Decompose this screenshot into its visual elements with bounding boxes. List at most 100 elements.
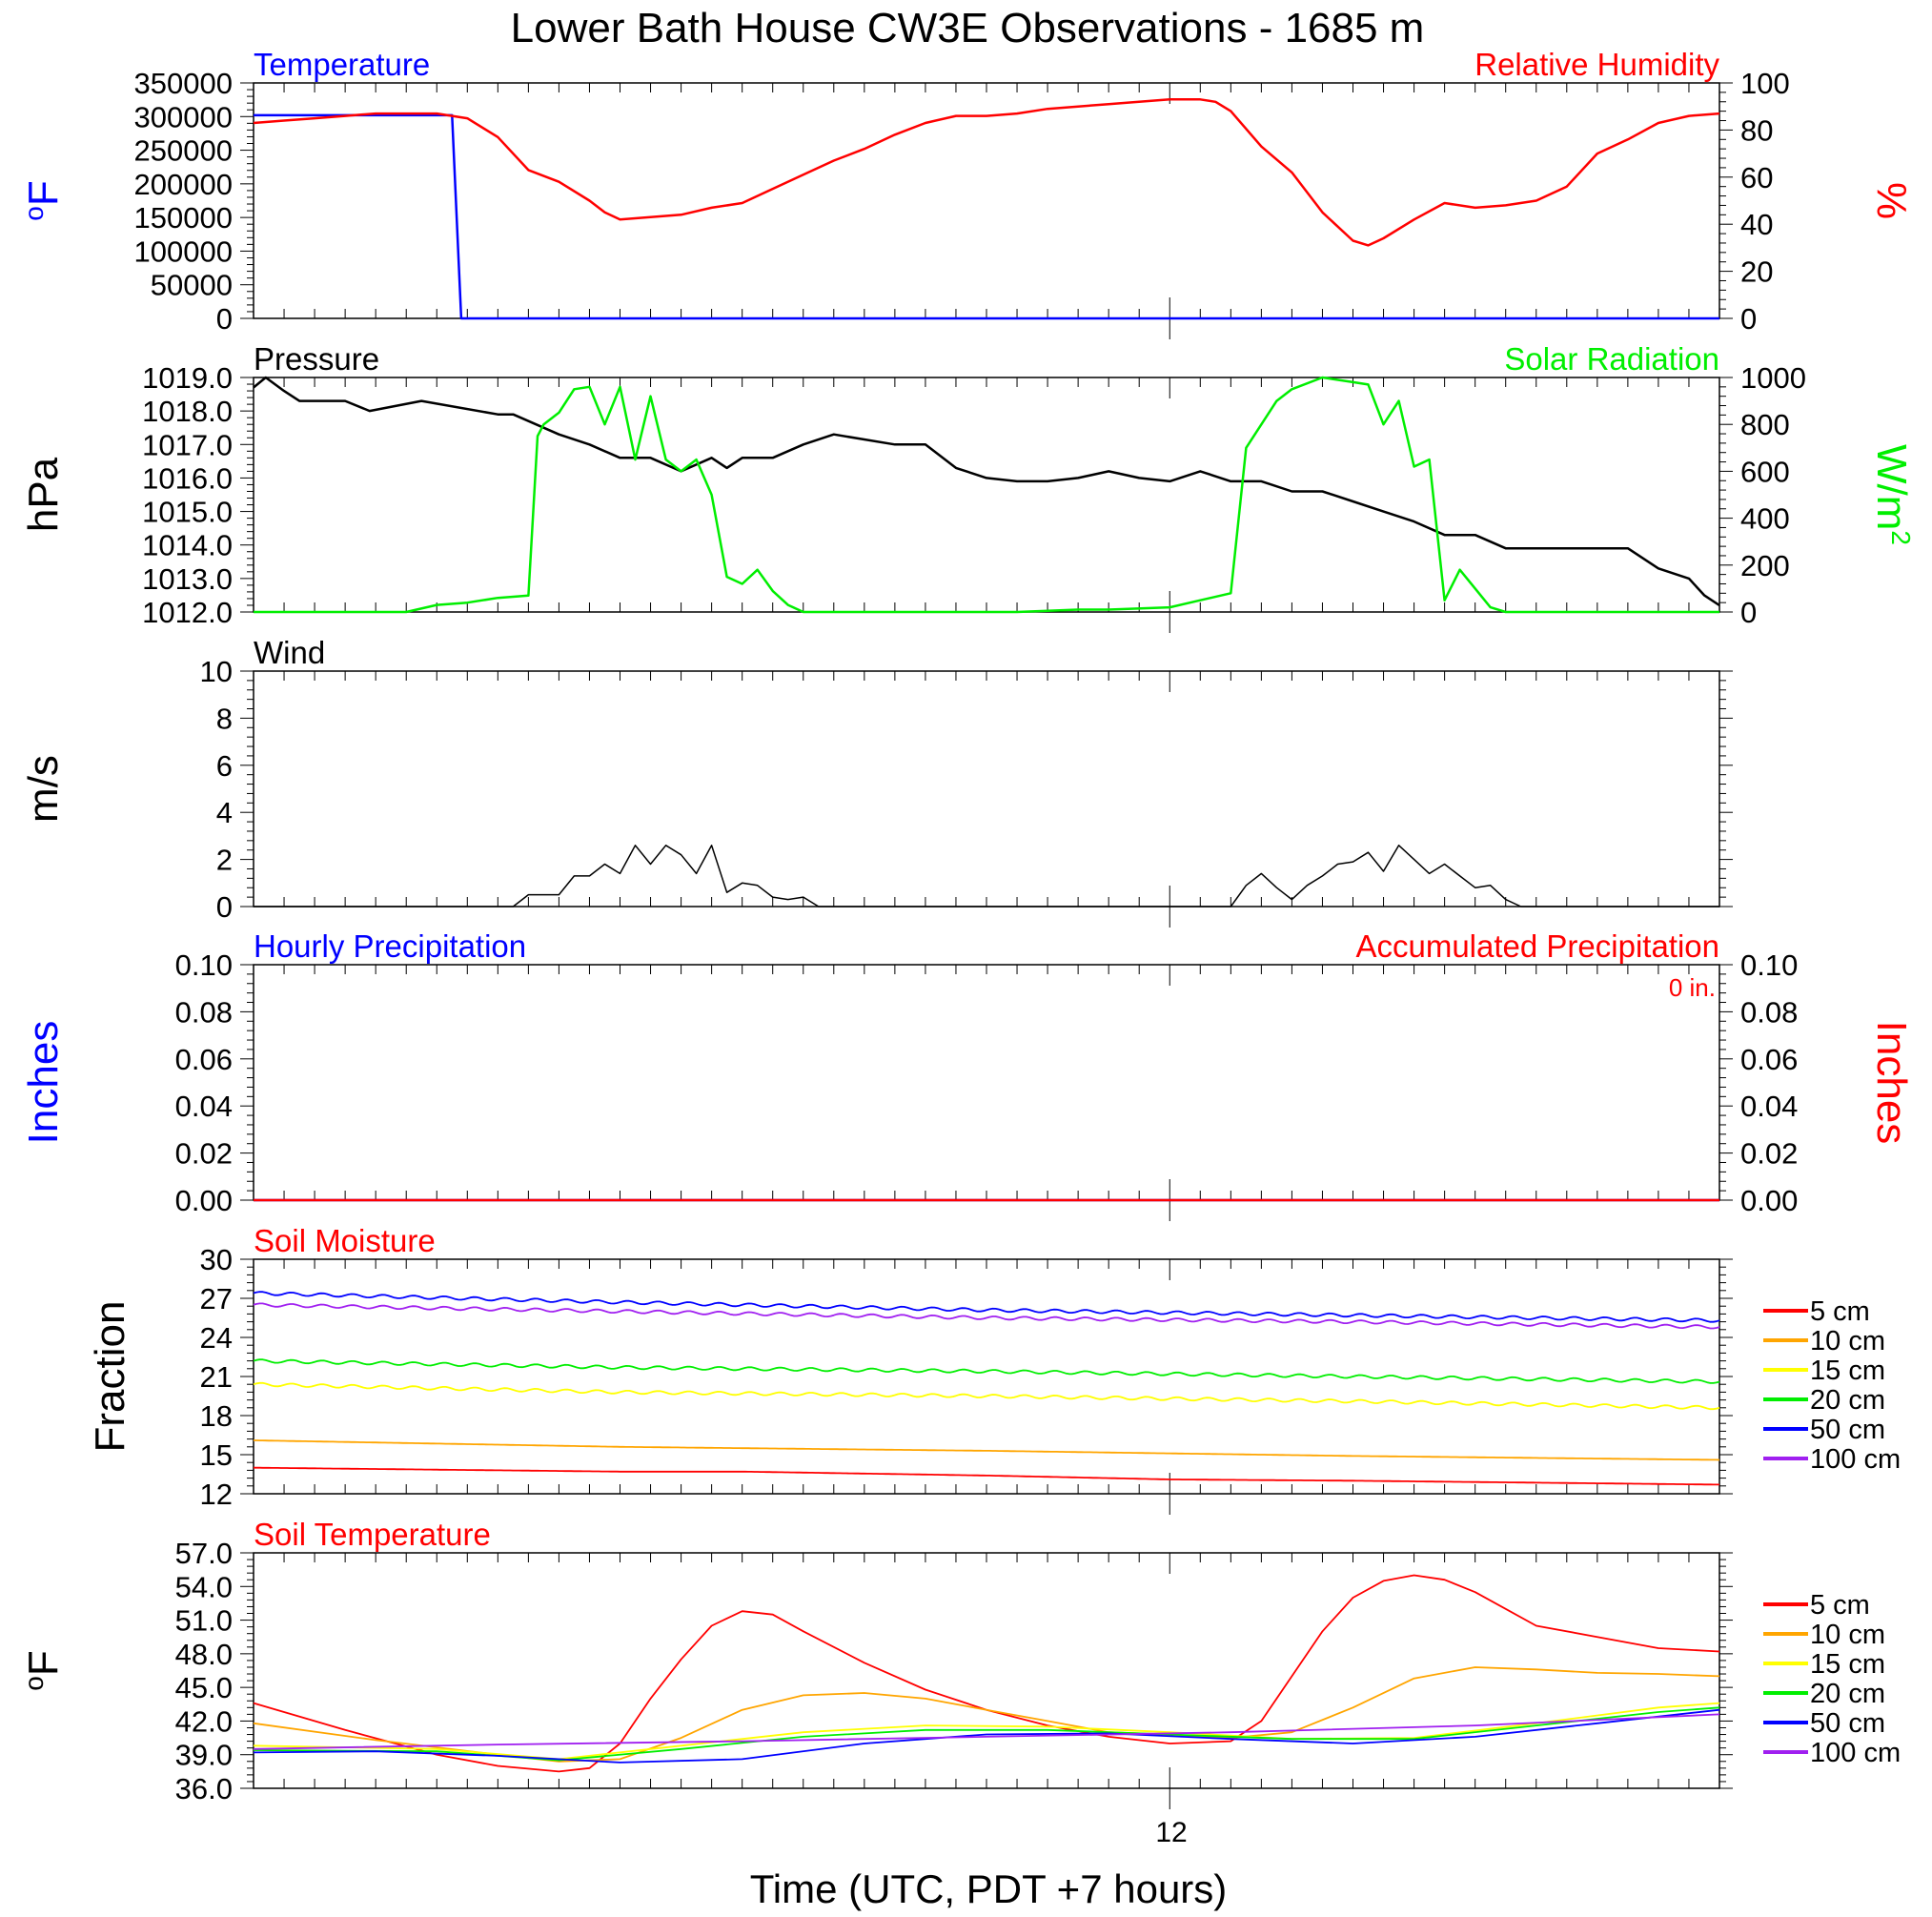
y-axis-label-left: oF [19,1650,68,1690]
series-line-100-cm [253,1713,1720,1750]
y-tick-label-right: 0.06 [1740,1043,1798,1076]
panel-precipitation: 0.10 0.08 0.06 0.04 0.02 0.00 0.10 0.08 0.06 0.04… [20,928,1915,1221]
legend-label: 100 cm [1810,1444,1901,1475]
y-axis-label-left: Inches [20,1021,67,1145]
y-axis-label-right: Inches [1868,1021,1915,1145]
y-tick-label-left: 1017.0 [142,428,233,461]
y-tick-label-left: 54.0 [175,1570,233,1603]
series-line-relative-humidity [253,98,1720,247]
legend-label: 50 cm [1810,1708,1885,1739]
y-tick-label-right: 0.08 [1740,995,1798,1029]
legend-label: 5 cm [1810,1590,1870,1621]
y-tick-label-right: 0.04 [1740,1090,1798,1123]
y-tick-label-left: 27 [200,1282,233,1315]
panel-frame [253,964,1720,1201]
y-tick-label-left: 15 [200,1438,233,1472]
panels: 3500003000002500002000001500001000005000… [19,47,1917,1809]
series-line-15-cm [253,1702,1720,1761]
panel-title-left: Pressure [254,341,379,377]
y-axis-label-right: W/m2 [1868,444,1917,545]
y-tick-label-right: 20 [1740,255,1773,289]
y-tick-label-right: 200 [1740,549,1790,582]
y-tick-label-left: 1014.0 [142,529,233,562]
unit-superscript: o [19,206,49,221]
panel-frame [253,82,1720,319]
series-line-5-cm [253,1574,1720,1773]
series-line-50-cm [253,1708,1720,1764]
panel-title-left: Soil Moisture [254,1223,436,1258]
series-line-100-cm [253,1302,1720,1330]
y-tick-label-left: 150000 [134,201,233,235]
panel-frame [253,377,1720,613]
y-tick-label-left: 1015.0 [142,496,233,529]
y-axis-label-left: hPa [20,457,67,532]
legend-label: 20 cm [1810,1679,1885,1709]
panel-title-right: Relative Humidity [1474,47,1719,82]
unit-text: Inches [1868,1021,1915,1145]
series-line-10-cm [253,1666,1720,1763]
panel-title-left: Wind [254,635,325,670]
series-line-15-cm [253,1381,1720,1411]
accumulated-total-label: 0 in. [1669,973,1716,1002]
series-line-5-cm [254,1466,1719,1486]
series-line-temperature [254,113,1719,320]
y-tick-label-left: 12 [200,1478,233,1511]
y-tick-label-left: 0.10 [175,948,233,982]
y-tick-label-right: 0.02 [1740,1137,1798,1171]
y-tick-label-left: 1019.0 [142,361,233,395]
y-tick-label-right: 400 [1740,502,1790,536]
unit-text: F [20,180,67,206]
legend-label: 20 cm [1810,1385,1885,1416]
y-tick-label-right: 80 [1740,113,1773,147]
y-tick-label-left: 300000 [134,100,233,133]
y-tick-label-left: 39.0 [175,1739,233,1772]
legend-label: 15 cm [1810,1649,1885,1680]
y-tick-label-left: 4 [216,796,233,829]
y-tick-label-left: 42.0 [175,1704,233,1738]
y-tick-label-left: 0 [216,302,233,336]
y-axis-label-right: % [1868,182,1915,219]
y-tick-label-left: 21 [200,1360,233,1394]
chart-title: Lower Bath House CW3E Observations - 168… [511,5,1425,51]
legend-label: 100 cm [1810,1738,1901,1768]
panel-wind: 10 8 6 4 2 0 Wind m/s [20,635,1733,928]
series-line-50-cm [253,1291,1720,1323]
y-tick-label-left: 30 [200,1243,233,1276]
y-tick-label-left: 350000 [134,67,233,100]
y-tick-label-left: 6 [216,749,233,783]
y-tick-label-left: 48.0 [175,1638,233,1671]
legend-label: 15 cm [1810,1356,1885,1386]
series-line-wind [254,845,1719,908]
y-tick-label-left: 36.0 [175,1772,233,1805]
y-axis-label-left: Fraction [87,1301,133,1453]
series-line-solar-radiation [254,376,1719,614]
y-tick-label-right: 600 [1740,455,1790,488]
y-tick-label-right: 40 [1740,208,1773,241]
panel-frame [253,670,1720,908]
y-tick-label-right: 0 [1740,596,1757,629]
y-tick-label-right: 1000 [1740,361,1806,395]
y-tick-label-left: 1013.0 [142,562,233,596]
panel-title-left: Soil Temperature [254,1517,491,1552]
y-tick-label-left: 2 [216,844,233,877]
series-line-20-cm [253,1358,1720,1384]
y-tick-label-left: 0.04 [175,1090,233,1123]
y-tick-label-left: 45.0 [175,1671,233,1704]
series-line-10-cm [254,1439,1720,1461]
unit-superscript: o [19,1676,49,1691]
panel-frame [253,1258,1720,1495]
legend-label: 5 cm [1810,1296,1870,1327]
panel-pressure-solar: 1019.01018.01017.01016.01015.01014.01013… [20,341,1917,633]
y-tick-label-right: 100 [1740,67,1790,100]
y-tick-label-left: 1016.0 [142,461,233,495]
panel-title-right: Solar Radiation [1504,341,1719,377]
y-axis-label-left: oF [19,180,68,220]
y-tick-label-left: 10 [200,655,233,688]
y-tick-label-left: 51.0 [175,1604,233,1638]
panel-temperature-humidity: 3500003000002500002000001500001000005000… [19,47,1915,339]
panel-soil-temperature: 57.054.051.048.045.042.039.036.0 Soil Tem… [19,1517,1901,1809]
x-tick-label-12: 12 [1155,1817,1187,1848]
